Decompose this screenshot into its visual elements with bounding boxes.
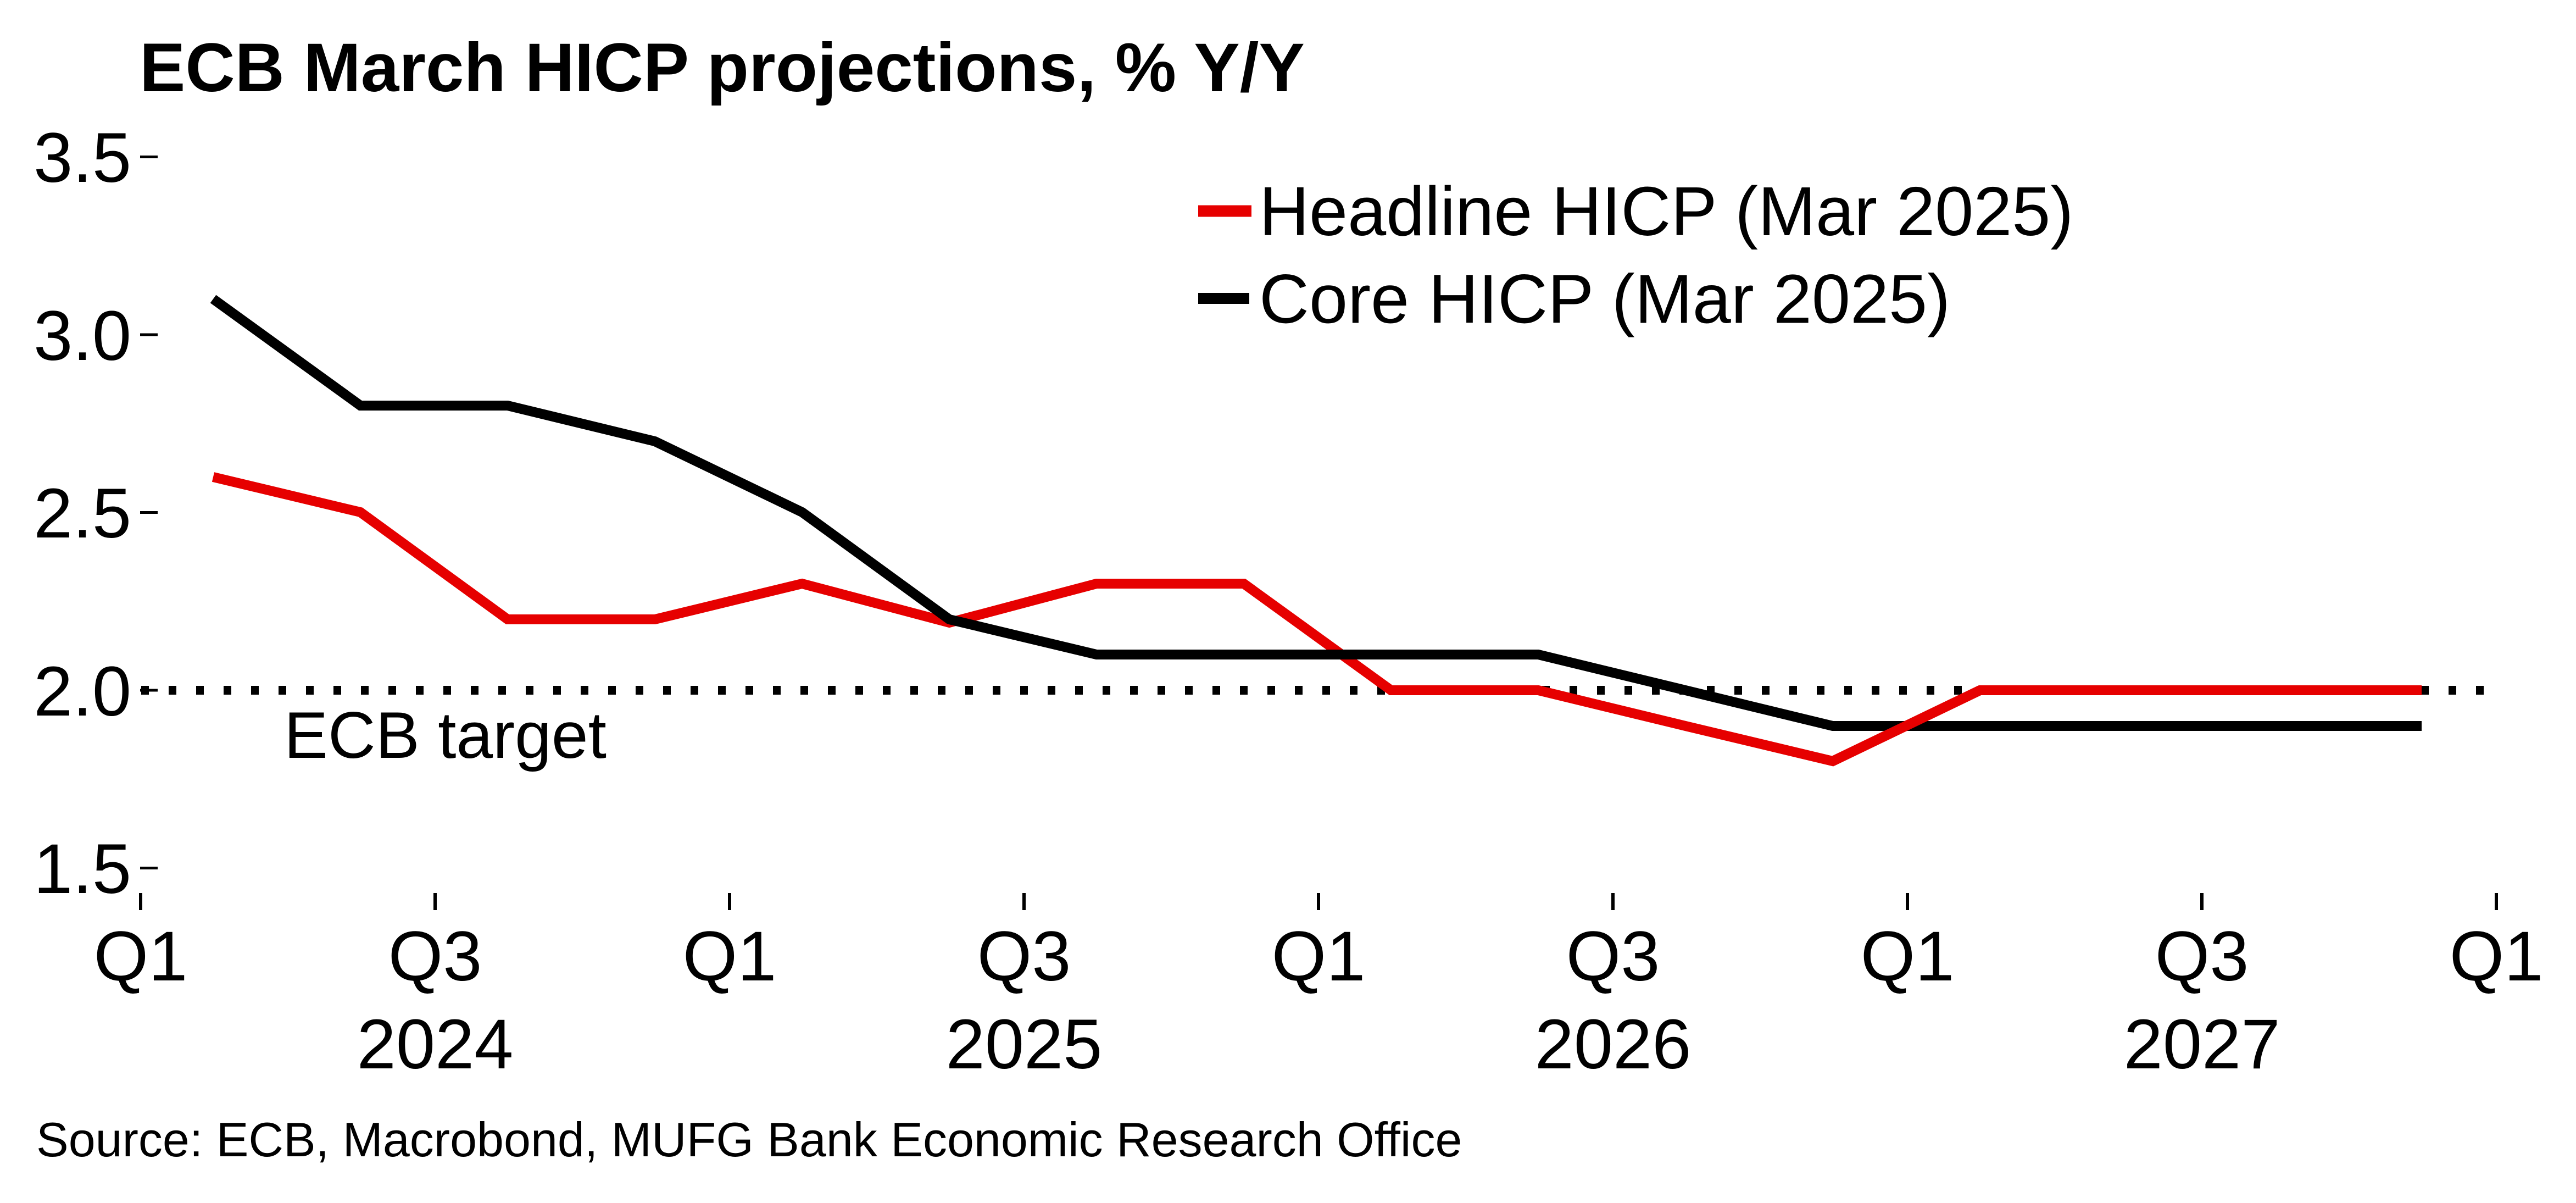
- svg-text:Q3: Q3: [977, 917, 1071, 996]
- svg-text:2024: 2024: [357, 1005, 514, 1084]
- svg-text:2.5: 2.5: [34, 474, 131, 553]
- svg-text:1.5: 1.5: [34, 830, 131, 908]
- svg-text:2025: 2025: [946, 1005, 1103, 1084]
- svg-text:Q1: Q1: [2450, 917, 2544, 996]
- svg-text:Q1: Q1: [1861, 917, 1955, 996]
- svg-text:Q1: Q1: [1272, 917, 1366, 996]
- svg-text:Q3: Q3: [2155, 917, 2249, 996]
- svg-text:ECB target: ECB target: [284, 698, 607, 772]
- svg-text:Q1: Q1: [683, 917, 777, 996]
- svg-text:3.0: 3.0: [34, 297, 131, 375]
- svg-text:2026: 2026: [1535, 1005, 1692, 1084]
- svg-text:2027: 2027: [2124, 1005, 2280, 1084]
- svg-text:2.0: 2.0: [34, 652, 131, 731]
- svg-text:3.5: 3.5: [34, 119, 131, 197]
- svg-text:Q1: Q1: [94, 917, 188, 996]
- svg-text:Source: ECB, Macrobond, MUFG B: Source: ECB, Macrobond, MUFG Bank Econom…: [36, 1112, 1462, 1167]
- svg-text:Core HICP (Mar 2025): Core HICP (Mar 2025): [1259, 260, 1950, 338]
- svg-text:Q3: Q3: [388, 917, 482, 996]
- svg-text:Headline HICP (Mar 2025): Headline HICP (Mar 2025): [1259, 173, 2073, 250]
- svg-text:ECB March HICP projections, %: ECB March HICP projections, % Y/Y: [140, 30, 1305, 106]
- svg-text:Q3: Q3: [1566, 917, 1660, 996]
